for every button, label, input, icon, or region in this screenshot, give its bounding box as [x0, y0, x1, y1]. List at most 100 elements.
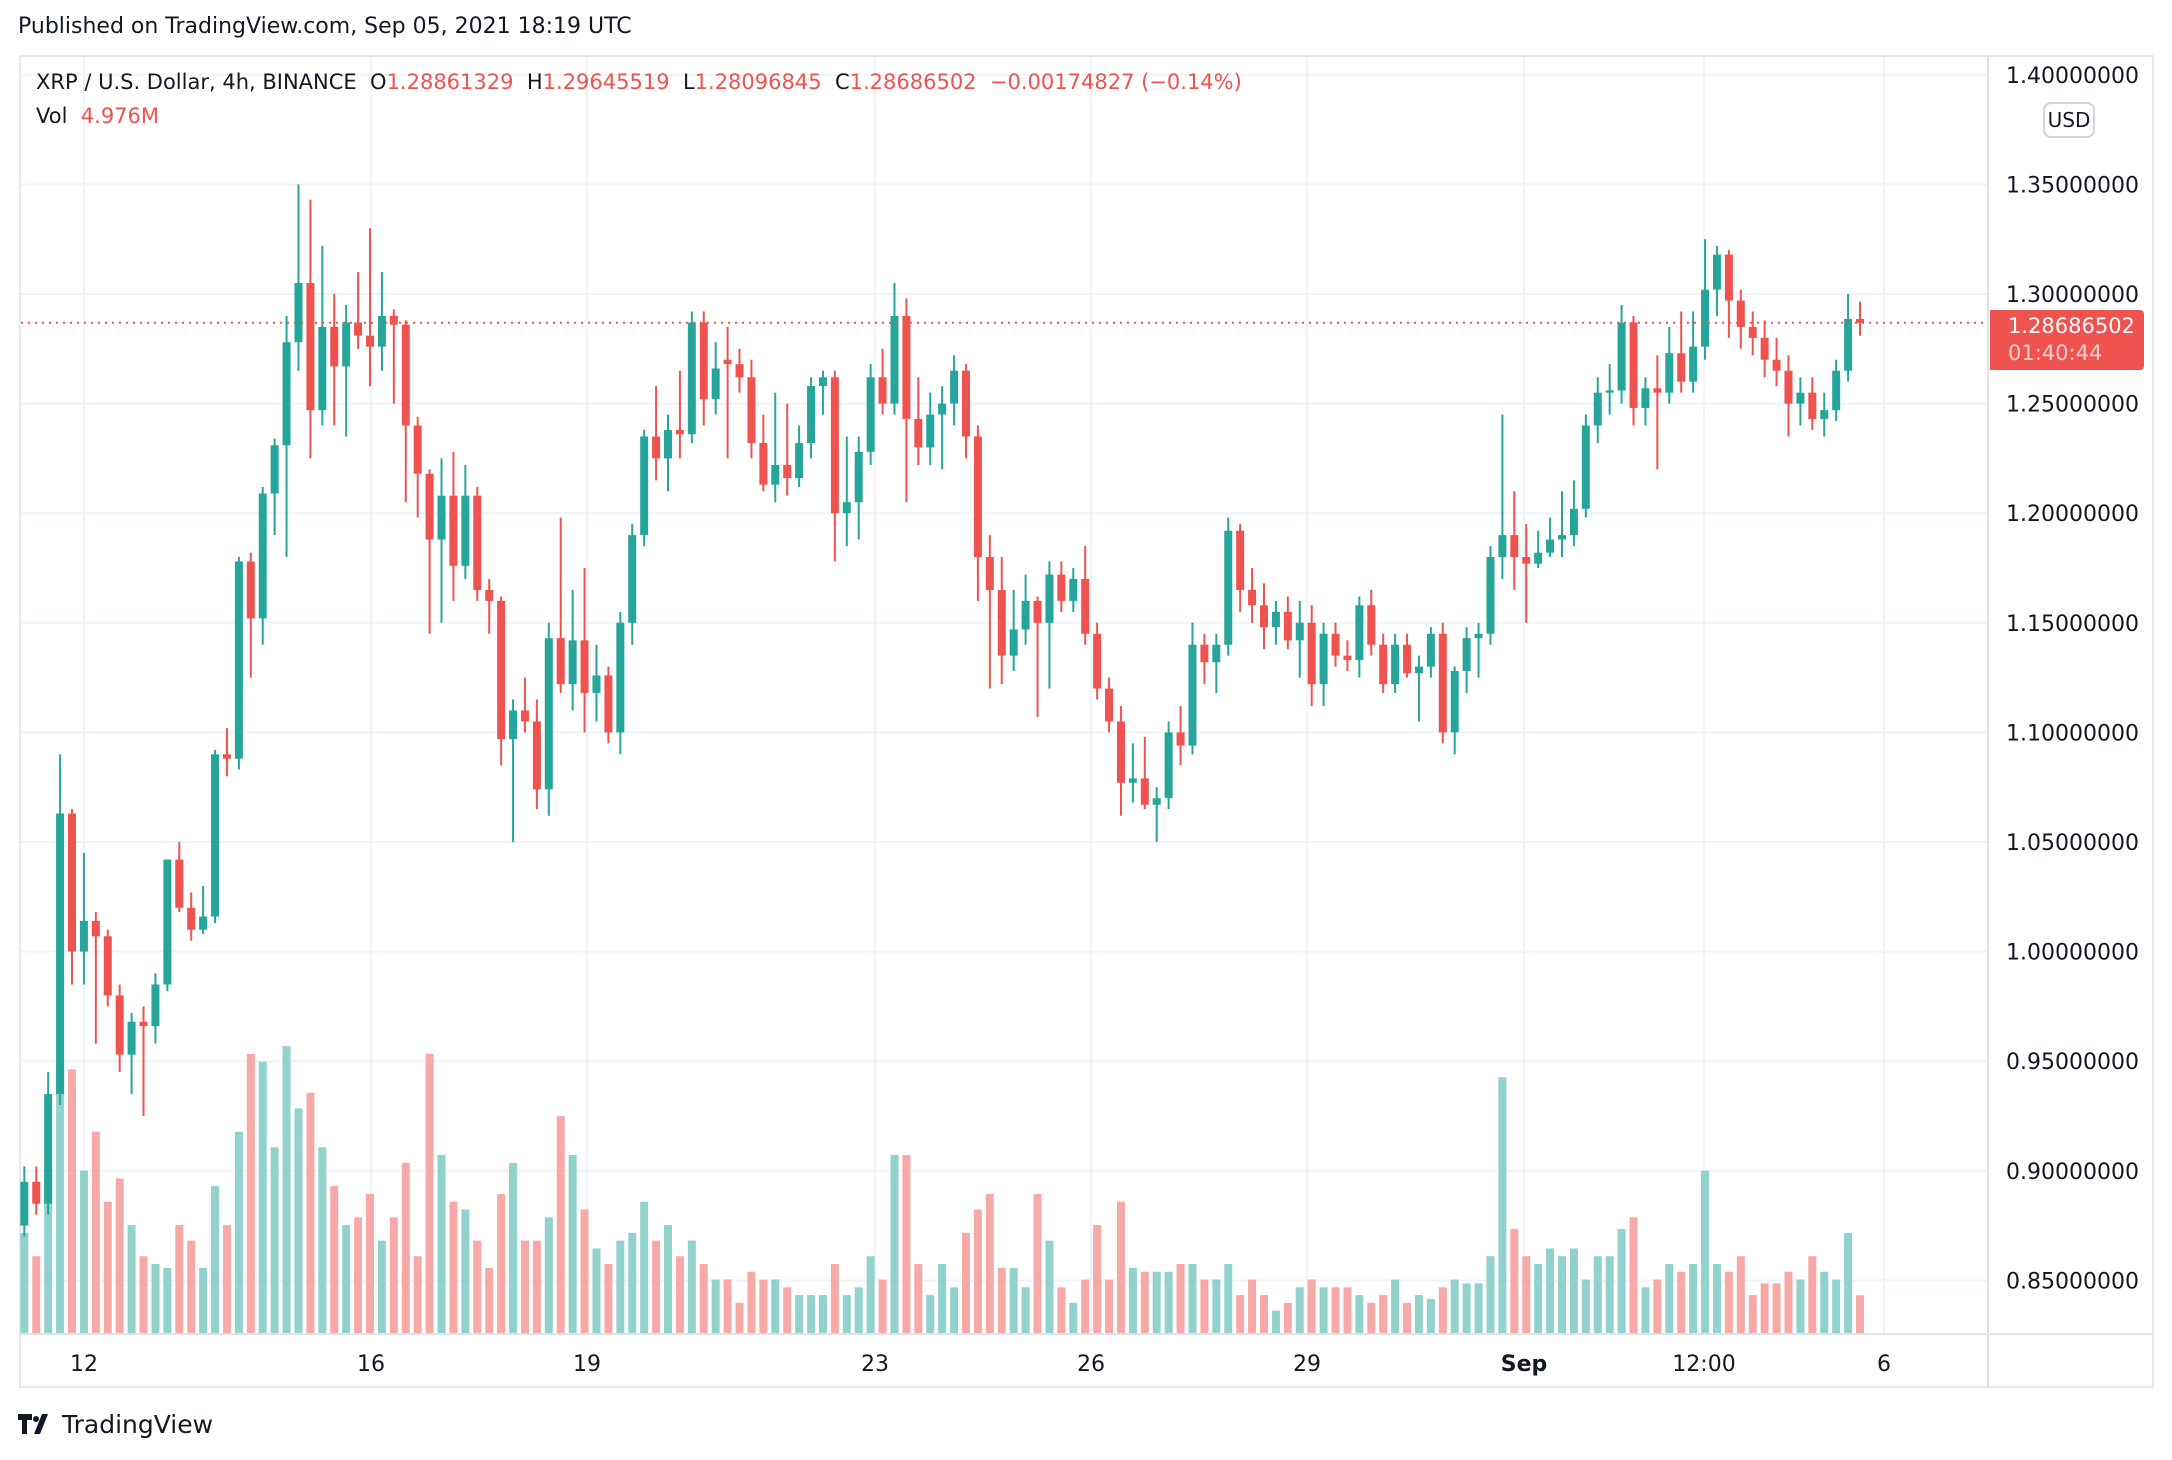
candle[interactable] [532, 699, 541, 810]
candle[interactable] [1379, 633, 1388, 693]
candle[interactable] [914, 377, 923, 465]
candle[interactable] [1641, 377, 1650, 426]
candle[interactable] [878, 348, 887, 415]
candle[interactable] [449, 451, 458, 601]
symbol-name[interactable]: XRP / U.S. Dollar, 4h, BINANCE [36, 70, 357, 94]
candle[interactable] [44, 1072, 53, 1215]
candle[interactable] [1510, 491, 1519, 590]
candle[interactable] [401, 320, 410, 503]
candle[interactable] [1116, 706, 1125, 816]
currency-button[interactable]: USD [2043, 102, 2095, 138]
candle[interactable] [1593, 377, 1602, 444]
candle[interactable] [306, 199, 315, 459]
candle[interactable] [1021, 574, 1030, 645]
candle[interactable] [1295, 600, 1304, 678]
candle[interactable] [91, 912, 100, 1044]
candle[interactable] [1689, 311, 1698, 393]
candle[interactable] [68, 809, 76, 985]
candle[interactable] [32, 1166, 41, 1215]
candle[interactable] [1176, 706, 1185, 766]
candle[interactable] [246, 552, 255, 678]
candle[interactable] [1772, 337, 1781, 387]
candle[interactable] [616, 611, 625, 755]
candle[interactable] [568, 589, 577, 711]
candle[interactable] [1319, 622, 1328, 707]
candle[interactable] [723, 326, 732, 459]
candle[interactable] [1546, 517, 1555, 558]
candle[interactable] [1140, 736, 1149, 810]
candle[interactable] [1224, 517, 1233, 656]
candle[interactable] [103, 929, 112, 1007]
candle[interactable] [1271, 600, 1280, 645]
candle[interactable] [1283, 596, 1292, 650]
candle[interactable] [795, 425, 804, 487]
candle[interactable] [1522, 524, 1531, 623]
candle[interactable] [1069, 568, 1078, 612]
candle[interactable] [950, 355, 959, 426]
candle[interactable] [1033, 596, 1042, 718]
candle[interactable] [866, 364, 875, 465]
candle[interactable] [1236, 524, 1245, 612]
candle[interactable] [1105, 677, 1114, 733]
candle[interactable] [294, 184, 303, 371]
candle[interactable] [366, 228, 374, 387]
candle[interactable] [1796, 377, 1805, 426]
candle[interactable] [1212, 633, 1221, 693]
candle[interactable] [664, 414, 672, 492]
candle[interactable] [1474, 622, 1483, 678]
candle[interactable] [1200, 633, 1209, 685]
candle[interactable] [1856, 301, 1864, 336]
candle[interactable] [1414, 655, 1423, 722]
candle[interactable] [1736, 289, 1745, 349]
candle[interactable] [485, 578, 494, 634]
candle[interactable] [902, 298, 911, 503]
candle[interactable] [592, 644, 601, 722]
candle[interactable] [1331, 622, 1340, 667]
candle[interactable] [151, 973, 160, 1044]
candle[interactable] [1248, 568, 1257, 623]
candle[interactable] [1391, 633, 1400, 693]
candle[interactable] [1629, 315, 1638, 426]
candle[interactable] [425, 469, 434, 634]
candle[interactable] [1164, 721, 1173, 810]
candle[interactable] [1820, 392, 1829, 437]
candle[interactable] [199, 885, 208, 935]
candle[interactable] [759, 414, 768, 492]
candle[interactable] [389, 309, 398, 404]
candle[interactable] [783, 403, 792, 496]
candle[interactable] [520, 677, 529, 733]
candle[interactable] [628, 524, 637, 645]
candle[interactable] [1677, 311, 1686, 393]
candle[interactable] [79, 852, 88, 985]
candle[interactable] [890, 283, 899, 415]
candle[interactable] [1844, 294, 1853, 382]
candle[interactable] [1260, 583, 1268, 650]
candle[interactable] [258, 486, 267, 645]
candle[interactable] [1784, 355, 1793, 437]
candle[interactable] [163, 859, 172, 992]
candle[interactable] [1712, 245, 1721, 316]
candle[interactable] [1808, 377, 1817, 430]
candle[interactable] [711, 342, 720, 415]
candle[interactable] [175, 842, 184, 913]
candle[interactable] [1558, 491, 1566, 558]
candle[interactable] [1343, 640, 1352, 672]
candle[interactable] [1724, 250, 1733, 338]
candle[interactable] [1367, 589, 1376, 656]
candle[interactable] [461, 464, 470, 579]
candle[interactable] [282, 315, 291, 558]
candle[interactable] [211, 749, 220, 924]
candle[interactable] [747, 359, 756, 459]
candle[interactable] [127, 1012, 136, 1095]
candle[interactable] [842, 436, 851, 547]
candle[interactable] [1307, 605, 1316, 707]
candle[interactable] [1653, 355, 1662, 470]
candle[interactable] [1128, 743, 1137, 803]
candle[interactable] [1403, 633, 1412, 678]
candle[interactable] [640, 429, 649, 547]
candle[interactable] [1438, 622, 1447, 744]
candle[interactable] [318, 245, 327, 426]
candle[interactable] [604, 666, 613, 744]
candle[interactable] [1450, 666, 1459, 755]
candle[interactable] [854, 436, 863, 540]
